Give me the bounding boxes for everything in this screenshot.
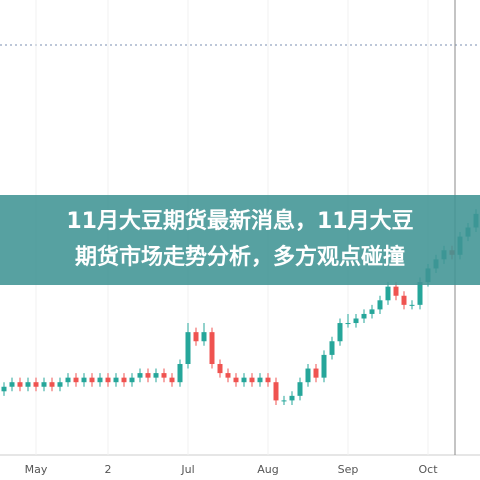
x-tick-label: May [25,463,48,476]
candle-body [297,382,303,396]
candle-body [9,382,15,387]
candle-body [417,282,423,305]
candle-body [97,377,103,383]
title-line: 期货市场走势分析，多方观点碰撞 [75,244,405,270]
candle-body [265,377,271,383]
candle-body [145,373,151,378]
candle-body [169,377,175,383]
x-tick-label: 2 [105,463,112,476]
candle-body [89,377,95,383]
candle-body [401,295,407,305]
candle-body [105,377,111,383]
candle-body [201,332,207,342]
candle-body [57,382,63,387]
candle-body [153,373,159,378]
candle-body [137,373,143,378]
candle-body [161,373,167,378]
candle-body [385,286,391,301]
candle-body [289,395,295,401]
candle-body [305,368,311,383]
candle-body [409,304,415,306]
x-tick-label: Jul [180,463,194,476]
candle-body [217,364,223,374]
candle-body [281,400,287,402]
candle-body [129,377,135,383]
candle-body [185,332,191,364]
title-line: 11月大豆期货最新消息，11月大豆 [66,208,413,234]
x-tick-label: Sep [338,463,359,476]
candle-body [17,382,23,387]
candle-body [377,300,383,310]
candle-body [193,332,199,342]
candle-body [25,382,31,387]
x-tick-label: Aug [257,463,278,476]
candle-body [73,377,79,383]
candle-body [177,364,183,383]
candle-body [353,318,359,324]
candle-body [113,377,119,383]
candle-body [41,382,47,387]
candle-body [1,386,7,392]
candle-body [337,323,343,342]
candle-body [369,309,375,314]
candle-body [241,377,247,383]
x-tick-label: Oct [418,463,438,476]
candle-body [209,332,215,364]
candle-body [81,377,87,383]
title-banner [0,195,480,285]
candle-body [321,354,327,378]
candle-body [345,323,351,325]
candle-body [225,373,231,378]
candle-body [65,377,71,383]
candle-body [49,382,55,387]
candle-body [273,382,279,401]
candle-body [121,377,127,383]
candle-body [393,286,399,296]
candle-body [313,368,319,378]
candle-body [249,377,255,383]
candle-body [257,377,263,383]
candle-body [329,341,335,355]
candle-body [233,377,239,383]
candle-body [361,313,367,319]
candle-body [33,382,39,387]
